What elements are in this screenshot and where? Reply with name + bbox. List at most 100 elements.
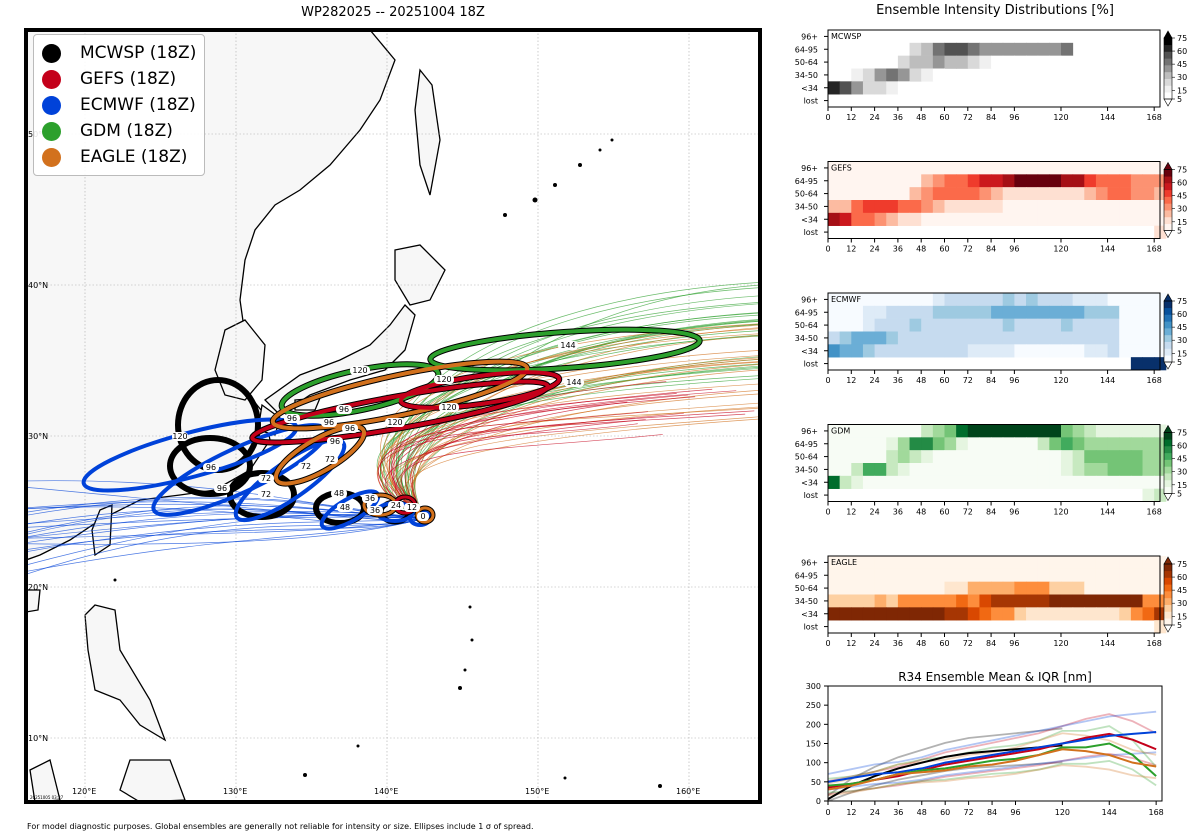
- x-tick-label: 48: [916, 113, 926, 122]
- heat-cell: [1037, 475, 1050, 489]
- heat-cell: [1107, 200, 1120, 214]
- heat-cell: [921, 437, 934, 451]
- colorbar-tick-label: 30: [1177, 205, 1187, 214]
- heat-cell: [921, 607, 934, 621]
- heat-cell: [1002, 344, 1015, 358]
- x-tick-label: 24: [870, 639, 880, 648]
- x-tick-label: 36: [893, 808, 903, 817]
- heat-cell: [1095, 187, 1109, 201]
- colorbar-arrow: [1163, 98, 1173, 107]
- heat-cell: [991, 161, 1004, 175]
- row-label: 34-50: [795, 597, 818, 606]
- heat-cell: [1026, 568, 1039, 582]
- heat-cell: [1060, 475, 1074, 489]
- colorbar-segment: [1164, 203, 1172, 211]
- heat-cell: [944, 568, 957, 582]
- heat-cell: [1026, 187, 1039, 201]
- member-track: [392, 393, 677, 519]
- x-tick-label: 84: [986, 113, 996, 122]
- heat-cell: [1107, 568, 1120, 582]
- heat-cell: [1002, 42, 1015, 56]
- heat-cell: [956, 331, 969, 345]
- member-track: [412, 412, 684, 519]
- heat-cell: [1084, 174, 1097, 188]
- row-label: 64-95: [795, 571, 818, 580]
- heat-cell: [1049, 437, 1062, 451]
- r34-iqr-upper: [827, 710, 1157, 775]
- heat-cell: [991, 594, 1004, 608]
- heat-cell: [886, 594, 899, 608]
- heat-cell: [874, 293, 887, 307]
- heat-cell: [967, 212, 980, 226]
- x-tick-label: 60: [940, 808, 950, 817]
- heat-cell: [909, 42, 922, 56]
- colorbar-segment: [1164, 479, 1172, 488]
- heat-cell: [979, 581, 992, 595]
- colorbar-segment: [1164, 314, 1172, 322]
- heat-cell: [851, 568, 864, 582]
- heat-cell: [851, 81, 864, 95]
- heat-cell: [979, 556, 992, 570]
- svg-text:96: 96: [217, 484, 227, 493]
- heat-cell: [1002, 331, 1015, 345]
- colorbar-tick-label: 45: [1177, 586, 1187, 595]
- heat-cell: [909, 424, 922, 438]
- heat-cell: [828, 594, 841, 608]
- colorbar-segment: [1164, 473, 1172, 481]
- heat-cell: [932, 212, 945, 226]
- heat-cell: [1072, 556, 1085, 570]
- heat-cell: [851, 475, 864, 489]
- heat-cell: [851, 200, 864, 214]
- heat-cell: [1049, 187, 1062, 201]
- colorbar-segment: [1164, 486, 1172, 494]
- heat-cell: [1142, 424, 1155, 438]
- heat-cell: [851, 331, 864, 345]
- heat-cell: [1049, 305, 1062, 319]
- heat-cell: [956, 568, 969, 582]
- heat-cell: [874, 463, 887, 477]
- colorbar-segment: [1164, 432, 1172, 440]
- heat-cell: [1060, 187, 1074, 201]
- heat-cell: [956, 424, 969, 438]
- heat-cell: [1037, 344, 1050, 358]
- heat-cell: [839, 318, 852, 332]
- heat-cell: [932, 331, 945, 345]
- heat-cell: [1072, 424, 1085, 438]
- heat-cell: [1095, 437, 1109, 451]
- x-tick-label: 84: [986, 639, 996, 648]
- heat-cell: [874, 331, 887, 345]
- heat-cell: [932, 556, 945, 570]
- heat-cell: [1037, 607, 1050, 621]
- heat-cell: [1026, 607, 1039, 621]
- r34-chart: 300 250 200 150 100 50 00 12 24 36 48 60 72 84 96 120 14…: [806, 682, 1164, 817]
- colorbar-tick-label: 45: [1177, 192, 1187, 201]
- heat-cell: [1084, 344, 1097, 358]
- colorbar-frame: [1163, 432, 1173, 494]
- heat-cell: [897, 607, 911, 621]
- eagle-ellipse: [273, 424, 367, 486]
- member-track: [26, 480, 426, 519]
- heat-cell: [1049, 331, 1062, 345]
- heat-cell: [862, 594, 876, 608]
- heat-cell: [1095, 174, 1109, 188]
- heat-cell: [979, 607, 992, 621]
- heat-cell: [1130, 357, 1144, 371]
- heat-cell: [886, 607, 899, 621]
- heat-cell: [1060, 437, 1074, 451]
- heat-cell: [909, 450, 922, 464]
- heat-cell: [1107, 212, 1120, 226]
- y-tick-label: 50: [811, 778, 821, 787]
- heat-cell: [897, 305, 911, 319]
- heat-cell: [1119, 437, 1132, 451]
- x-tick-label: 72: [963, 376, 973, 385]
- heat-cell: [851, 594, 864, 608]
- heat-cell: [944, 293, 957, 307]
- x-tick-label: 36: [893, 245, 903, 254]
- y-tick-label: 200: [806, 720, 821, 729]
- heat-cell: [1014, 424, 1027, 438]
- heat-cell: [1072, 161, 1085, 175]
- heat-cell: [956, 450, 969, 464]
- heat-cell: [862, 200, 876, 214]
- colorbar-tick-label: 75: [1177, 560, 1187, 569]
- heat-cell: [1014, 556, 1027, 570]
